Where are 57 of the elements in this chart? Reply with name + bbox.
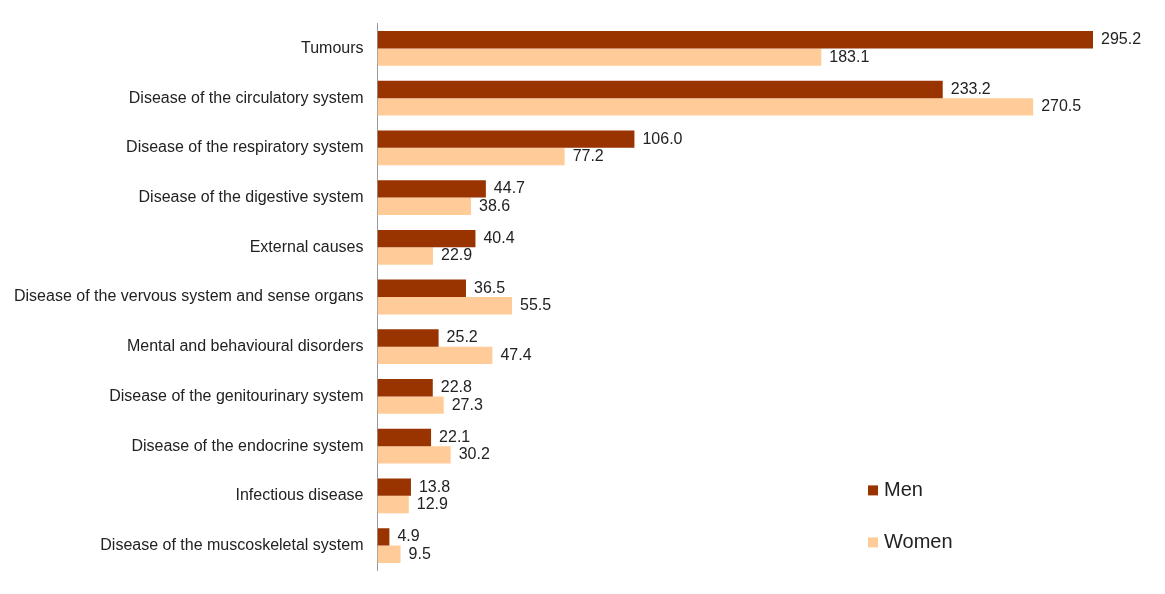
y-tick-label: Disease of the muscoskeletal system [100,535,364,553]
data-label: 38.6 [479,196,511,214]
y-tick-label: External causes [249,237,364,255]
data-label: 77.2 [572,146,604,164]
data-label: 183.1 [829,47,870,65]
bar [377,478,411,496]
data-label: 30.2 [458,445,490,463]
data-label: 25.2 [446,328,478,346]
bar [377,396,444,414]
y-tick-label: Mental and behavioural disorders [126,337,364,355]
bar [377,428,432,447]
legend-label: Men [884,477,923,500]
bar [377,147,565,166]
bar [377,379,433,397]
data-label: 36.5 [473,278,506,296]
data-label: 44.7 [493,179,526,197]
y-tick-label: Disease of the vervous system and sense organs [14,287,364,305]
y-tick-label: Infectious disease [235,486,364,504]
y-tick-label: Tumours [300,38,364,56]
data-label: 9.5 [408,544,431,562]
bar [377,48,822,66]
bar [377,495,409,514]
data-label: 233.2 [950,79,991,97]
bar [377,31,1093,49]
data-label: 270.5 [1041,97,1082,115]
bar [377,247,434,265]
y-tick-label: Disease of the endocrine system [131,436,364,454]
data-label: 47.4 [500,345,532,363]
data-label: 295.2 [1101,30,1142,48]
data-label: 27.3 [451,395,483,413]
bar [377,528,390,546]
bar [377,329,439,347]
data-label: 55.5 [520,296,552,314]
data-label: 106.0 [642,129,683,147]
data-label: 12.9 [416,494,449,512]
bar [377,297,513,315]
data-label: 13.8 [418,477,451,495]
bar [377,197,472,215]
y-tick-label: Disease of the digestive system [138,187,364,205]
data-label: 22.9 [441,246,473,264]
bar [377,98,1034,116]
data-label: 4.9 [397,527,420,545]
data-label: 40.4 [483,229,515,246]
bar [377,229,476,248]
bar [377,80,943,99]
bar [377,180,486,198]
data-label: 22.8 [440,378,473,396]
y-tick-label: Disease of the circulatory system [128,88,364,106]
bar [377,130,635,148]
bar [377,279,466,297]
data-label: 22.1 [439,427,471,445]
legend-label: Women [884,529,953,552]
bar [377,346,493,365]
bar [377,446,451,464]
y-tick-label: Disease of the respiratory system [126,138,364,156]
y-tick-label: Disease of the genitourinary system [109,386,364,404]
bar [377,545,401,563]
